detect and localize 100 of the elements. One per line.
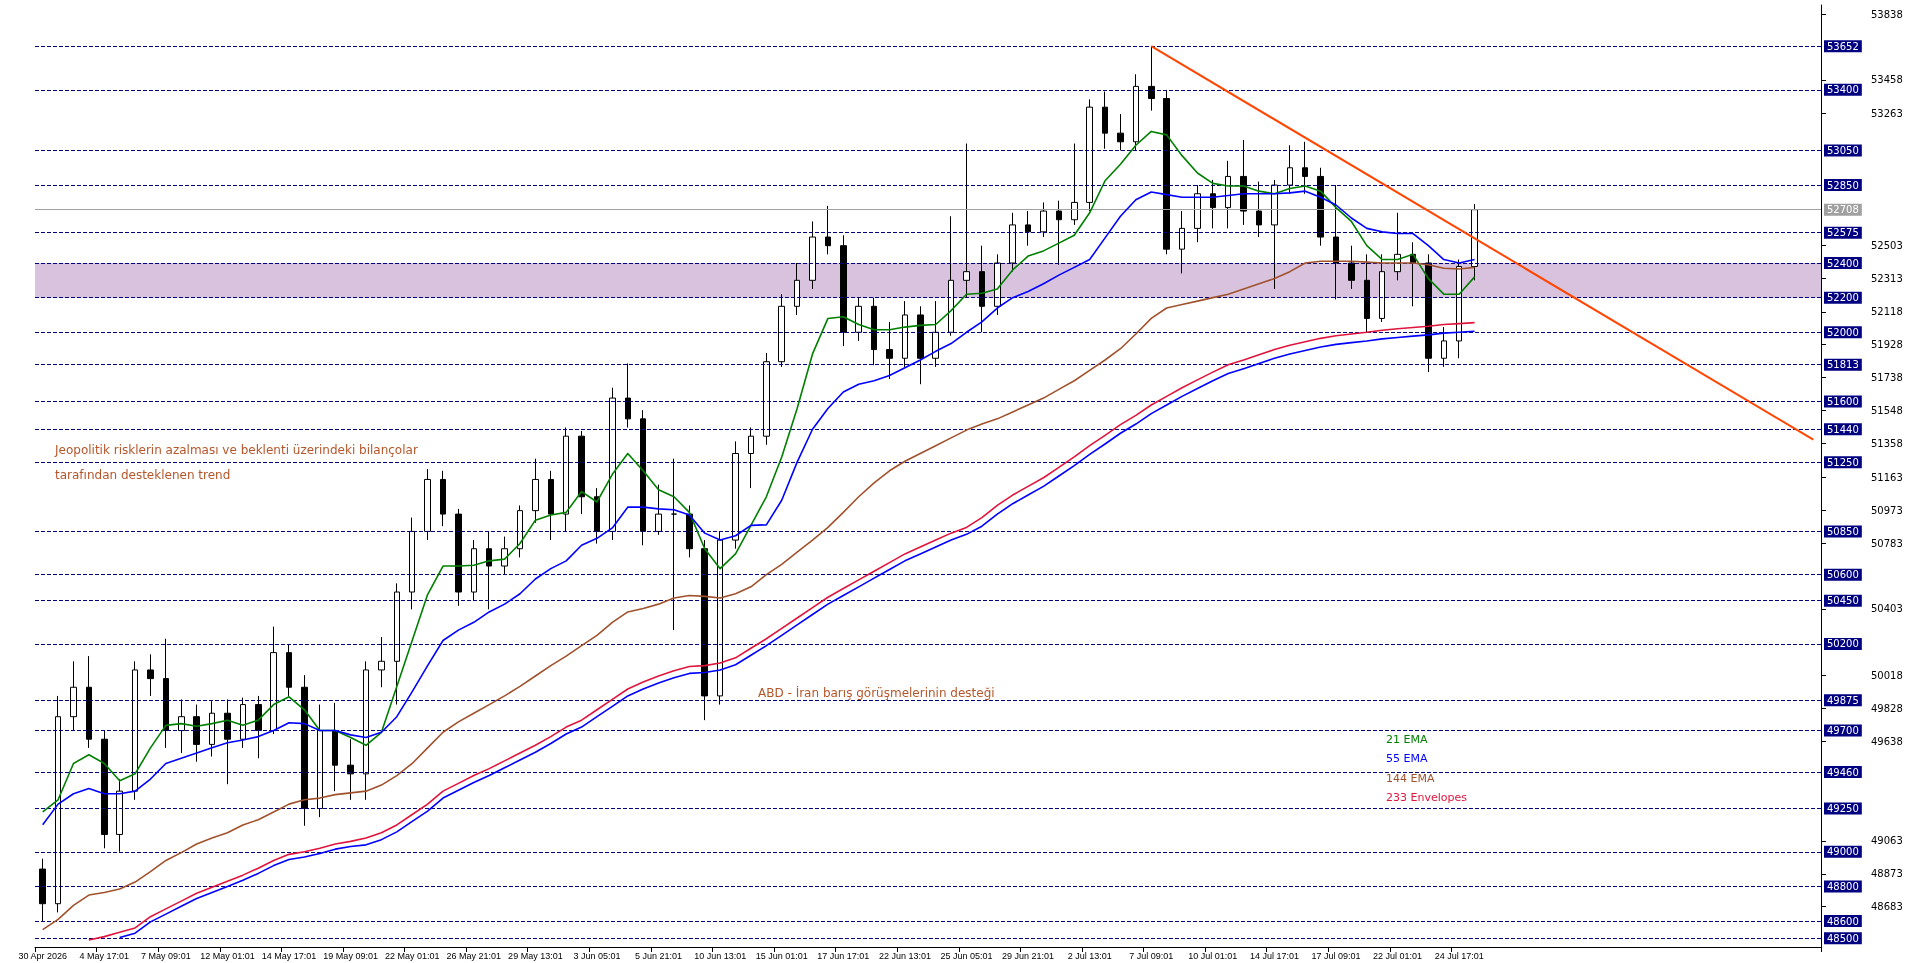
x-tick-label: 7 Jul 09:01 [1129, 950, 1174, 961]
candlestick [794, 262, 800, 316]
candlestick [701, 539, 708, 721]
y-tick-label: 50783 [1871, 537, 1903, 549]
candlestick [578, 430, 585, 515]
candlestick [979, 245, 985, 333]
candlestick [455, 508, 462, 607]
x-tick-label: 4 May 17:01 [79, 950, 130, 961]
candlestick [763, 352, 770, 446]
candlestick [1333, 184, 1339, 300]
x-tick-label: 19 May 09:01 [323, 950, 378, 961]
candlestick [147, 653, 154, 697]
ref-line-label: 52575 [1827, 227, 1859, 239]
candlestick [1471, 203, 1478, 281]
candlestick [132, 660, 138, 801]
x-tick-label: 22 May 01:01 [384, 950, 440, 961]
candlestick [1379, 253, 1385, 323]
annotation: Jeopolitik risklerin azalması ve beklenti üzerindeki bilançolar tarafından desteklenen trend [54, 442, 418, 482]
x-tick-label: 5 Jun 21:01 [635, 950, 683, 961]
candlestick [963, 143, 970, 299]
candlestick [994, 253, 1001, 316]
x-tick-label: 25 Jun 05:01 [940, 950, 993, 961]
candlestick [1287, 144, 1293, 195]
x-tick-label: 29 Jun 21:01 [1002, 950, 1055, 961]
candlestick [717, 530, 723, 706]
candlestick [640, 409, 646, 546]
candlestick [501, 536, 508, 576]
ref-line-label: 51600 [1827, 396, 1859, 408]
candlestick [1271, 179, 1278, 290]
ref-line-label: 51813 [1827, 359, 1859, 371]
ref-line-label: 48600 [1827, 915, 1859, 927]
candlestick [902, 300, 908, 368]
x-tick-label: 26 May 21:01 [446, 950, 502, 961]
candlestick [1317, 167, 1324, 247]
x-tick-label: 10 Jul 01:01 [1188, 950, 1238, 961]
x-tick-label: 24 Jul 17:01 [1434, 950, 1484, 961]
ref-line-label: 52708 [1827, 204, 1859, 216]
candlestick [394, 582, 400, 706]
y-tick-label: 48683 [1871, 901, 1903, 913]
candlestick [778, 293, 785, 368]
candlestick [440, 470, 446, 527]
candlestick [871, 297, 877, 366]
candlestick [255, 695, 262, 759]
text: 144 EMA [1386, 771, 1435, 785]
ref-line-label: 50850 [1827, 525, 1859, 537]
y-tick-label: 48873 [1871, 868, 1903, 880]
y-tick-label: 51163 [1871, 471, 1903, 483]
candlestick [1040, 201, 1047, 238]
x-tick-label: 10 Jun 13:01 [694, 950, 747, 961]
candlestick [1133, 73, 1139, 151]
candlestick [1441, 326, 1447, 368]
candlestick [347, 738, 354, 801]
ref-line-label: 53652 [1827, 40, 1859, 52]
candlestick [1225, 160, 1231, 229]
candlestick [855, 297, 862, 342]
y-tick-label: 52503 [1871, 239, 1903, 251]
y-tick-label: 52118 [1871, 306, 1903, 318]
candlestick [1348, 245, 1355, 290]
candlestick [286, 643, 292, 697]
candlestick [732, 440, 739, 550]
ref-line-label: 49250 [1827, 802, 1859, 814]
x-tick-label: 22 Jul 01:01 [1373, 950, 1423, 961]
text: 55 EMA [1386, 752, 1428, 765]
candlestick [409, 517, 415, 610]
y-tick-label: 49828 [1871, 702, 1903, 714]
candlestick [301, 674, 308, 827]
candlestick [609, 387, 616, 541]
x-tick-label: 30 Apr 2026 [18, 950, 67, 961]
ref-line-label: 49460 [1827, 766, 1859, 778]
candlestick [1102, 91, 1108, 150]
x-tick-label: 17 Jul 09:01 [1311, 950, 1361, 961]
candlestick [548, 470, 554, 541]
ref-line-label: 48800 [1827, 880, 1859, 892]
ref-line-label: 52850 [1827, 179, 1859, 191]
candlestick [932, 300, 939, 368]
y-tick-label: 50403 [1871, 603, 1903, 615]
candlestick [193, 704, 200, 763]
candlestick [224, 698, 231, 785]
ref-line-label: 53050 [1827, 144, 1859, 156]
x-tick-label: 15 Jun 01:01 [755, 950, 808, 961]
ref-line-label: 50600 [1827, 569, 1859, 581]
candlestick [55, 695, 61, 913]
candlestick [625, 362, 631, 429]
y-tick-label: 53458 [1871, 74, 1903, 86]
y-tick-label: 53838 [1871, 8, 1903, 20]
candlestick [563, 427, 569, 532]
y-tick-label: 51928 [1871, 339, 1903, 351]
candlestick [70, 660, 77, 732]
ref-line-label: 53400 [1827, 84, 1859, 96]
candlestick [655, 484, 662, 536]
candlestick [471, 539, 477, 602]
candlestick [809, 220, 816, 290]
candlestick [1302, 141, 1308, 195]
ref-line-label: 48500 [1827, 932, 1859, 944]
candlestick [1364, 253, 1370, 333]
ref-line-label: 52000 [1827, 326, 1859, 338]
y-tick-label: 49638 [1871, 735, 1903, 747]
ref-line-label: 49700 [1827, 725, 1859, 737]
y-tick-label: 50018 [1871, 669, 1903, 681]
candlestick [1210, 179, 1216, 229]
